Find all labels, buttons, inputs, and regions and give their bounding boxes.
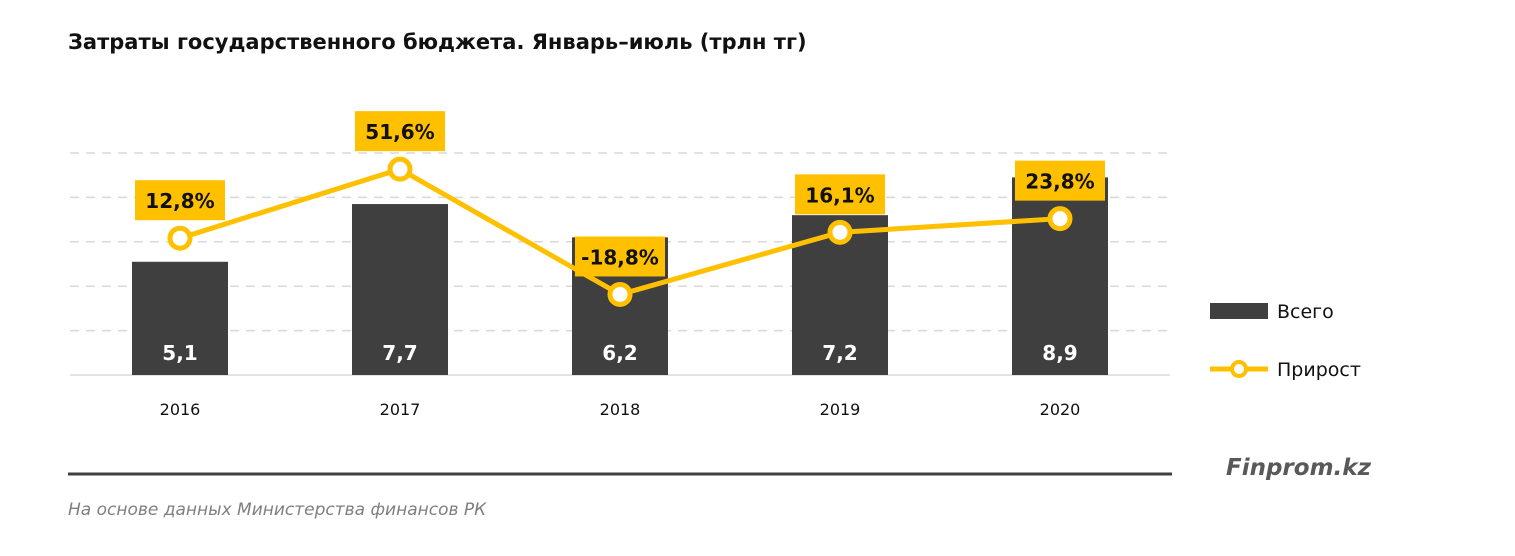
bar <box>352 204 448 375</box>
brand-logo: Finprom.kz <box>1226 455 1371 481</box>
line-label-box <box>1015 160 1105 201</box>
bar-label: 7,2 <box>822 341 857 365</box>
x-tick-label: 2018 <box>600 400 641 419</box>
line-point <box>167 225 193 251</box>
line-label-box <box>795 174 885 215</box>
line-label: 12,8% <box>145 189 214 213</box>
bar-label: 5,1 <box>162 341 197 365</box>
line-label-box <box>575 236 665 277</box>
source-note: На основе данных Министерства финансов Р… <box>68 500 487 520</box>
bar <box>132 261 228 375</box>
line-label: 16,1% <box>805 183 874 207</box>
x-tick-label: 2019 <box>820 400 861 419</box>
line-point <box>607 281 633 307</box>
x-tick-label: 2016 <box>160 400 201 419</box>
legend-swatch-bar <box>1210 303 1268 319</box>
line-point <box>1047 206 1073 232</box>
x-tick-label: 2020 <box>1040 400 1081 419</box>
line-label-box <box>355 111 445 152</box>
legend-label: Всего <box>1277 301 1334 323</box>
x-tick-label: 2017 <box>380 400 421 419</box>
line-label: 23,8% <box>1025 170 1094 194</box>
line-label: -18,8% <box>581 245 659 269</box>
line-point <box>827 219 853 245</box>
line-label: 51,6% <box>365 120 434 144</box>
bar-label: 6,2 <box>602 341 637 365</box>
chart-title: Затраты государственного бюджета. Январь… <box>68 30 807 54</box>
legend-label: Прирост <box>1277 359 1361 381</box>
line-point <box>387 156 413 182</box>
line-label-box <box>135 180 225 221</box>
legend-marker <box>1230 360 1248 378</box>
bar-label: 7,7 <box>382 341 417 365</box>
bar-label: 8,9 <box>1042 341 1077 365</box>
